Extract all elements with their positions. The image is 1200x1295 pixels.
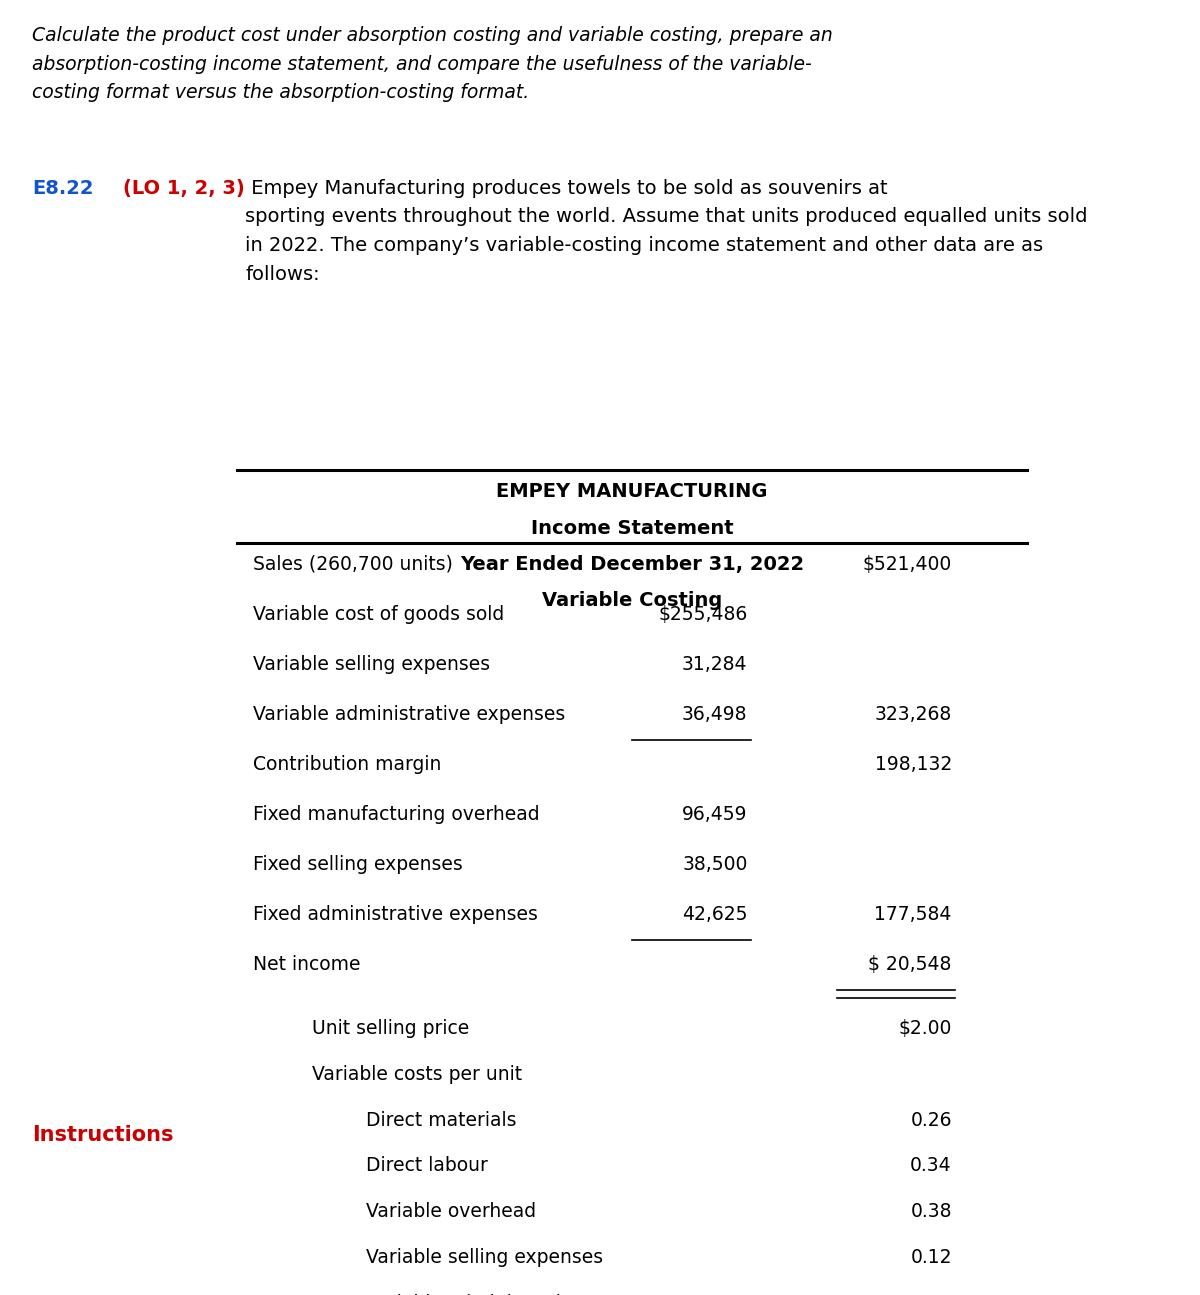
- Text: Variable cost of goods sold: Variable cost of goods sold: [253, 605, 504, 624]
- Text: 198,132: 198,132: [875, 755, 952, 774]
- Text: 96,459: 96,459: [682, 804, 748, 824]
- Text: $2.00: $2.00: [899, 1019, 952, 1037]
- Text: 323,268: 323,268: [875, 704, 952, 724]
- Text: Net income: Net income: [253, 954, 360, 974]
- Text: E8.22: E8.22: [32, 179, 94, 198]
- Text: Year Ended December 31, 2022: Year Ended December 31, 2022: [460, 556, 804, 574]
- Text: 0.34: 0.34: [910, 1156, 952, 1176]
- Text: Fixed manufacturing overhead: Fixed manufacturing overhead: [253, 804, 539, 824]
- Text: 38,500: 38,500: [682, 855, 748, 874]
- Text: Fixed selling expenses: Fixed selling expenses: [253, 855, 462, 874]
- Text: Variable administrative expenses: Variable administrative expenses: [253, 704, 565, 724]
- Text: Unit selling price: Unit selling price: [312, 1019, 469, 1037]
- Text: Fixed administrative expenses: Fixed administrative expenses: [253, 905, 538, 923]
- Text: Variable selling expenses: Variable selling expenses: [366, 1248, 602, 1267]
- Text: Variable selling expenses: Variable selling expenses: [253, 655, 490, 673]
- Text: Variable Costing: Variable Costing: [541, 592, 722, 610]
- Text: $521,400: $521,400: [863, 556, 952, 574]
- Text: Direct labour: Direct labour: [366, 1156, 487, 1176]
- Text: Instructions: Instructions: [32, 1125, 174, 1145]
- Text: 36,498: 36,498: [682, 704, 748, 724]
- Text: $255,486: $255,486: [658, 605, 748, 624]
- Text: Calculate the product cost under absorption costing and variable costing, prepar: Calculate the product cost under absorpt…: [32, 26, 833, 102]
- Text: (LO 1, 2, 3): (LO 1, 2, 3): [122, 179, 245, 198]
- Text: 31,284: 31,284: [682, 655, 748, 673]
- Text: Direct materials: Direct materials: [366, 1111, 516, 1129]
- Text: 0.26: 0.26: [911, 1111, 952, 1129]
- Text: Variable costs per unit: Variable costs per unit: [312, 1064, 522, 1084]
- Text: Empey Manufacturing produces towels to be sold as souvenirs at
sporting events t: Empey Manufacturing produces towels to b…: [245, 179, 1087, 284]
- Text: 177,584: 177,584: [875, 905, 952, 923]
- Text: 0.38: 0.38: [911, 1202, 952, 1221]
- Text: 0.12: 0.12: [911, 1248, 952, 1267]
- Text: Contribution margin: Contribution margin: [253, 755, 442, 774]
- Text: Sales (260,700 units): Sales (260,700 units): [253, 556, 452, 574]
- Text: 42,625: 42,625: [682, 905, 748, 923]
- Text: Income Statement: Income Statement: [530, 518, 733, 537]
- Text: EMPEY MANUFACTURING: EMPEY MANUFACTURING: [496, 482, 768, 501]
- Text: Variable overhead: Variable overhead: [366, 1202, 535, 1221]
- Text: $ 20,548: $ 20,548: [869, 954, 952, 974]
